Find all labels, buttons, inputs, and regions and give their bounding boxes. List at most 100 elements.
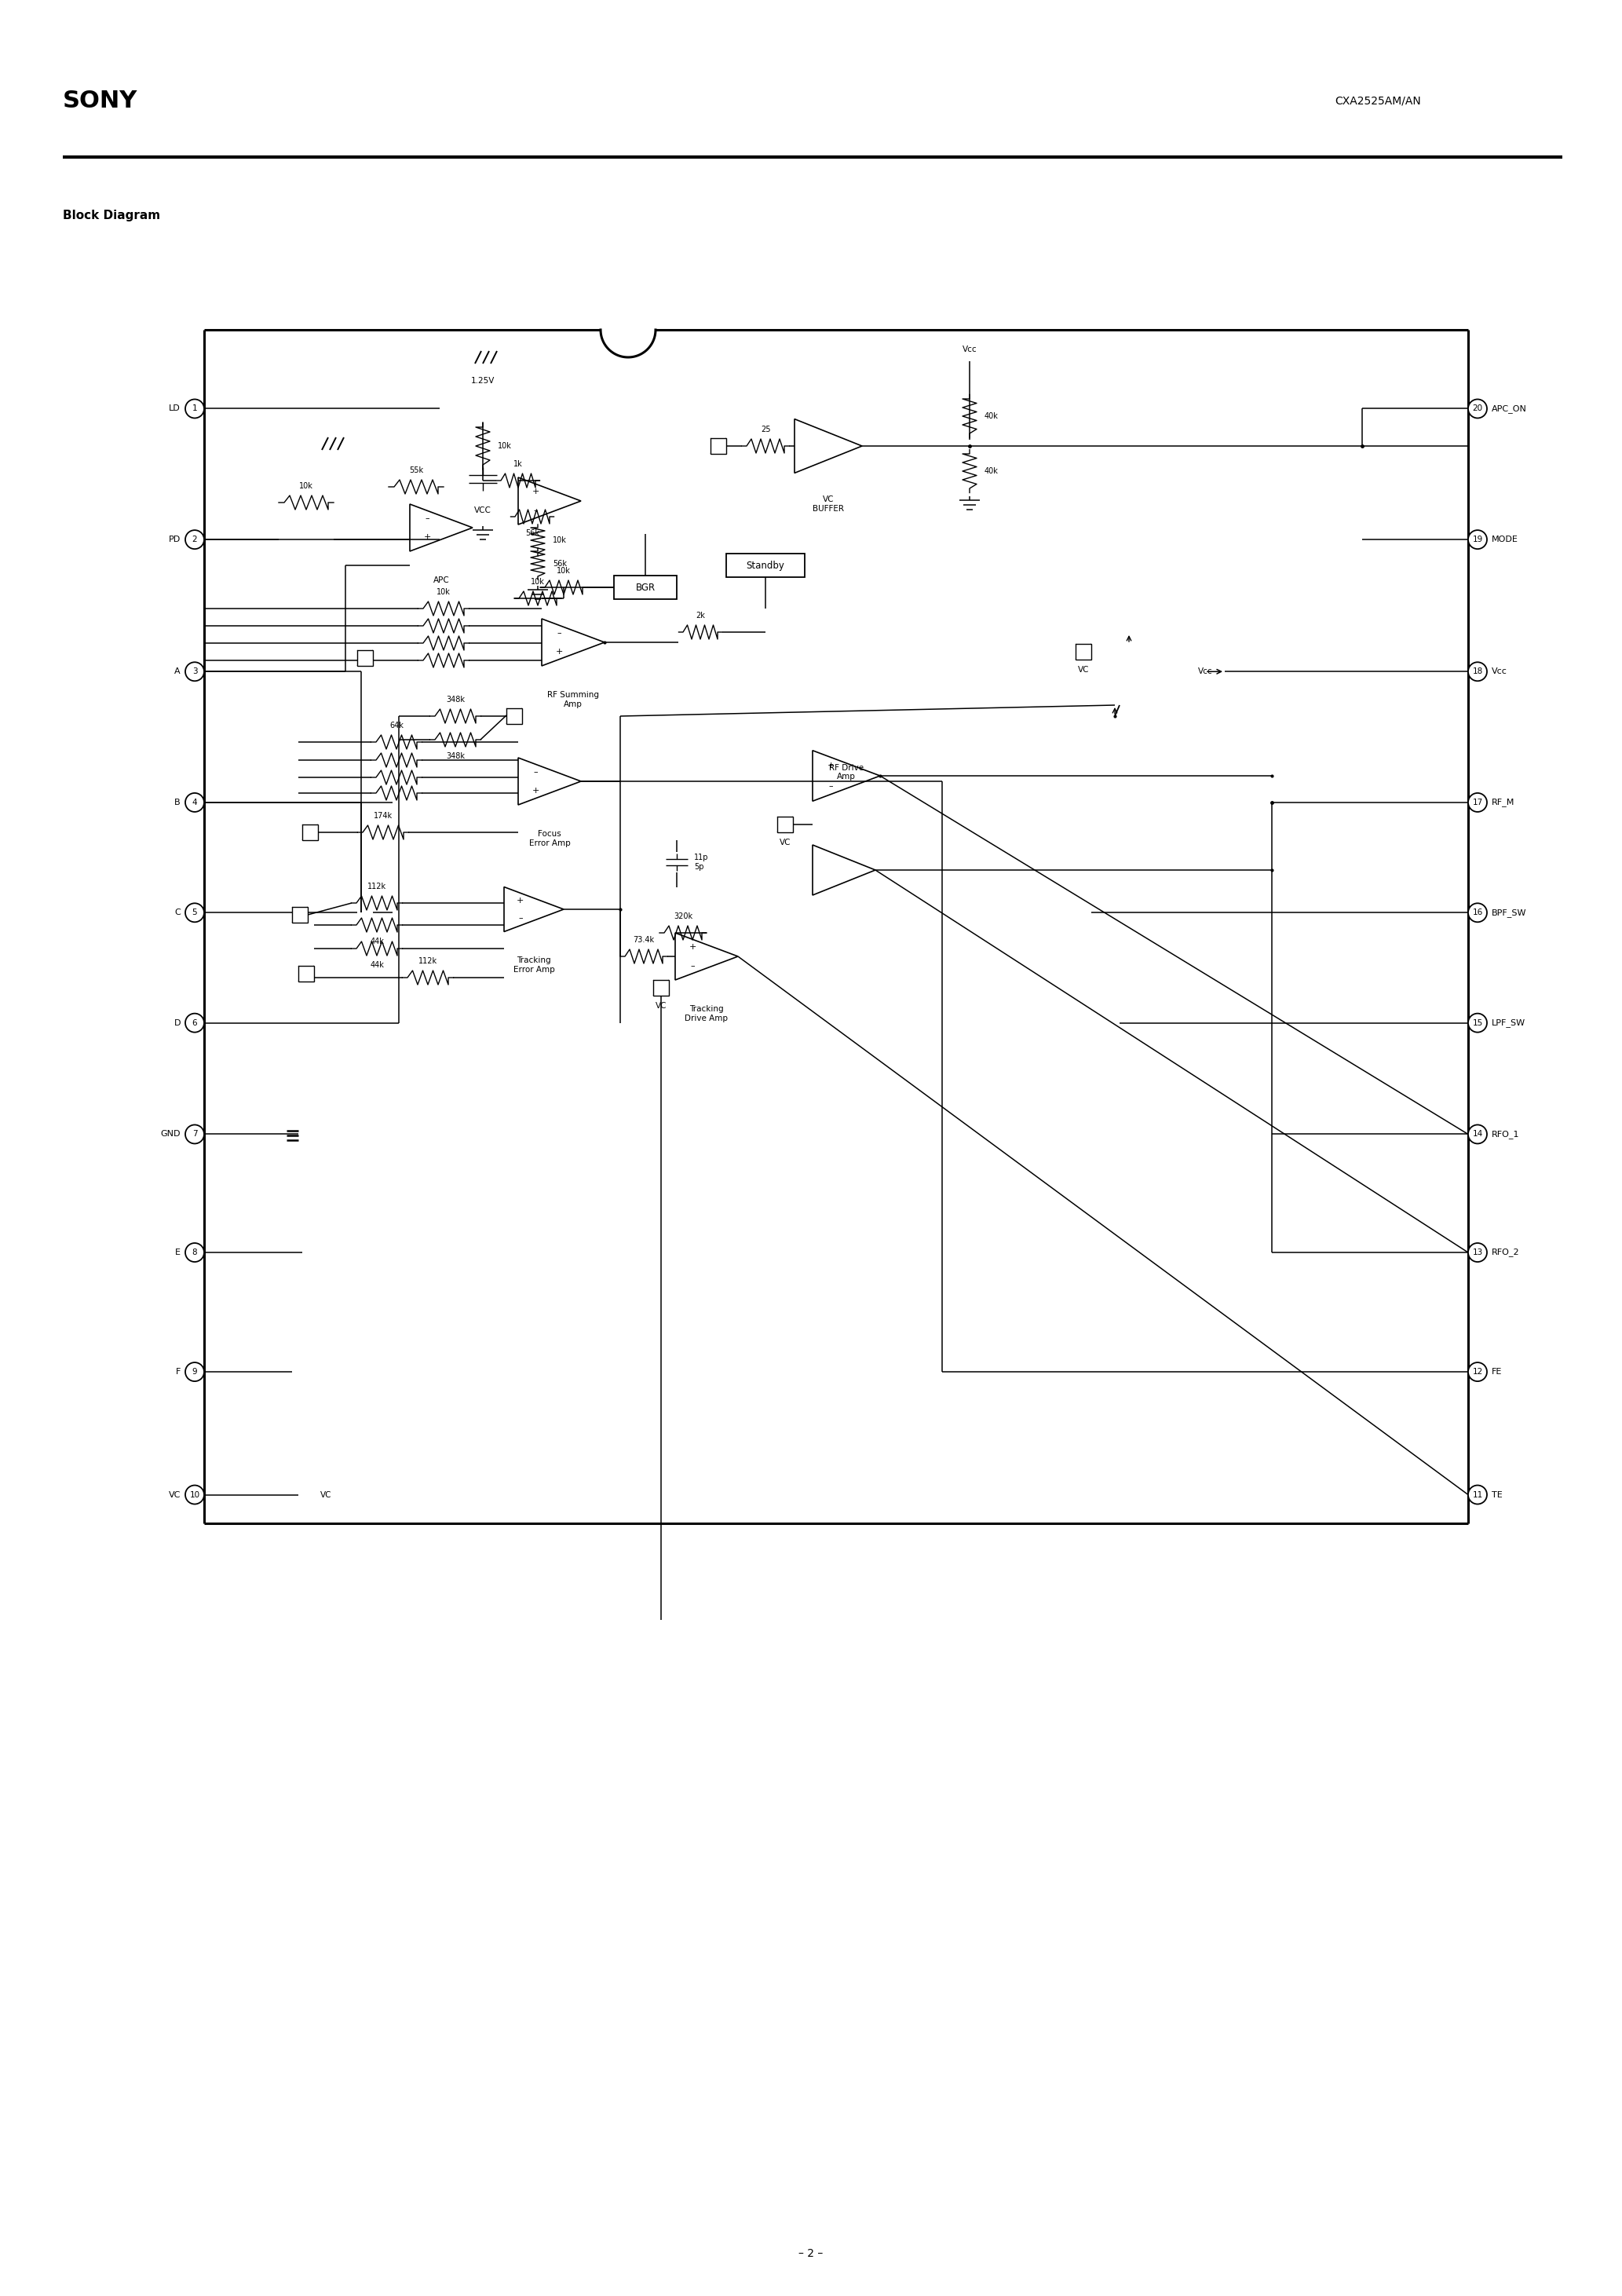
Circle shape [1468, 792, 1487, 813]
Text: APC: APC [433, 576, 449, 583]
Bar [357, 650, 373, 666]
Text: LD: LD [169, 404, 180, 413]
Bar [298, 967, 315, 980]
Circle shape [1468, 400, 1487, 418]
Text: TE: TE [1492, 1490, 1502, 1499]
Text: +: + [689, 944, 696, 951]
Text: 44k: 44k [370, 937, 384, 946]
Circle shape [1468, 1242, 1487, 1263]
Circle shape [185, 902, 204, 923]
Text: VC: VC [1077, 666, 1088, 673]
Text: 348k: 348k [446, 696, 466, 703]
Text: 320k: 320k [673, 912, 693, 921]
Text: LPF_SW: LPF_SW [1492, 1019, 1526, 1026]
Text: 174k: 174k [373, 813, 393, 820]
Text: RFO_1: RFO_1 [1492, 1130, 1520, 1139]
Text: MODE: MODE [1492, 535, 1518, 544]
Circle shape [185, 400, 204, 418]
Text: 15: 15 [1473, 1019, 1483, 1026]
Text: RF Summing
Amp: RF Summing Amp [547, 691, 599, 707]
Bar [710, 439, 727, 455]
Text: 10: 10 [190, 1490, 200, 1499]
Circle shape [1468, 1486, 1487, 1504]
Text: –: – [425, 514, 430, 521]
Text: 25: 25 [761, 425, 770, 434]
Text: 16: 16 [1473, 909, 1483, 916]
Text: 18: 18 [1473, 668, 1483, 675]
Text: RF Drive
Amp: RF Drive Amp [829, 765, 863, 781]
Circle shape [1468, 1013, 1487, 1033]
Text: 40k: 40k [985, 413, 999, 420]
Text: Block Diagram: Block Diagram [63, 209, 161, 223]
Text: VC: VC [169, 1490, 180, 1499]
Text: BGR: BGR [636, 583, 655, 592]
Text: 6: 6 [191, 1019, 198, 1026]
Text: A: A [175, 668, 180, 675]
Circle shape [1468, 661, 1487, 682]
Circle shape [185, 792, 204, 813]
Circle shape [1468, 1362, 1487, 1382]
Circle shape [185, 1013, 204, 1033]
Text: 55k: 55k [409, 466, 423, 475]
Text: 73.4k: 73.4k [633, 937, 654, 944]
Bar [506, 707, 522, 723]
Text: 10k: 10k [298, 482, 313, 489]
Text: +: + [517, 895, 524, 905]
Text: B: B [175, 799, 180, 806]
Circle shape [1468, 1125, 1487, 1143]
Text: VC: VC [320, 1490, 333, 1499]
Text: 64k: 64k [389, 721, 404, 730]
Circle shape [1468, 530, 1487, 549]
Text: +: + [532, 788, 539, 794]
Text: VCC: VCC [474, 507, 491, 514]
Text: +: + [532, 487, 539, 496]
Text: Focus
Error Amp: Focus Error Amp [529, 829, 571, 847]
Bar [292, 907, 308, 923]
Text: 112k: 112k [367, 882, 386, 891]
Circle shape [1468, 902, 1487, 923]
Text: BPF_SW: BPF_SW [1492, 909, 1526, 916]
Text: 17: 17 [1473, 799, 1483, 806]
Text: Vcc: Vcc [1492, 668, 1507, 675]
Text: RFO_2: RFO_2 [1492, 1249, 1520, 1256]
Text: Standby: Standby [746, 560, 785, 569]
Circle shape [185, 1486, 204, 1504]
Text: 44k: 44k [370, 962, 384, 969]
Text: +: + [827, 762, 835, 769]
Text: +: + [423, 533, 431, 542]
Bar [1075, 643, 1092, 659]
Text: 40k: 40k [985, 466, 999, 475]
Circle shape [185, 1242, 204, 1263]
Circle shape [185, 1362, 204, 1382]
Text: –: – [534, 767, 537, 776]
Text: VC: VC [655, 1001, 667, 1010]
Text: 11: 11 [1473, 1490, 1483, 1499]
Text: –: – [534, 507, 537, 514]
Text: Vcc: Vcc [1199, 668, 1213, 675]
Text: 10k: 10k [436, 588, 451, 597]
Text: –: – [556, 629, 561, 636]
Circle shape [185, 530, 204, 549]
Text: 2k: 2k [696, 611, 706, 620]
Text: 2: 2 [191, 535, 198, 544]
Text: Tracking
Drive Amp: Tracking Drive Amp [684, 1006, 728, 1022]
Text: 5p: 5p [694, 863, 704, 870]
Text: –: – [691, 962, 694, 969]
Text: F: F [175, 1368, 180, 1375]
Text: RF_M: RF_M [1492, 799, 1515, 806]
Text: 10k: 10k [556, 567, 571, 574]
Text: PD: PD [169, 535, 180, 544]
Text: 56k: 56k [553, 560, 566, 567]
Text: Vcc: Vcc [962, 344, 976, 354]
Text: APC_ON: APC_ON [1492, 404, 1526, 413]
Text: 1: 1 [191, 404, 198, 413]
Text: –: – [829, 783, 834, 790]
Text: D: D [174, 1019, 180, 1026]
Text: 12: 12 [1473, 1368, 1483, 1375]
Text: +: + [555, 647, 563, 657]
Circle shape [185, 661, 204, 682]
Text: 348k: 348k [446, 753, 466, 760]
Text: 8: 8 [191, 1249, 198, 1256]
Text: 10k: 10k [553, 537, 566, 544]
Bar [302, 824, 318, 840]
